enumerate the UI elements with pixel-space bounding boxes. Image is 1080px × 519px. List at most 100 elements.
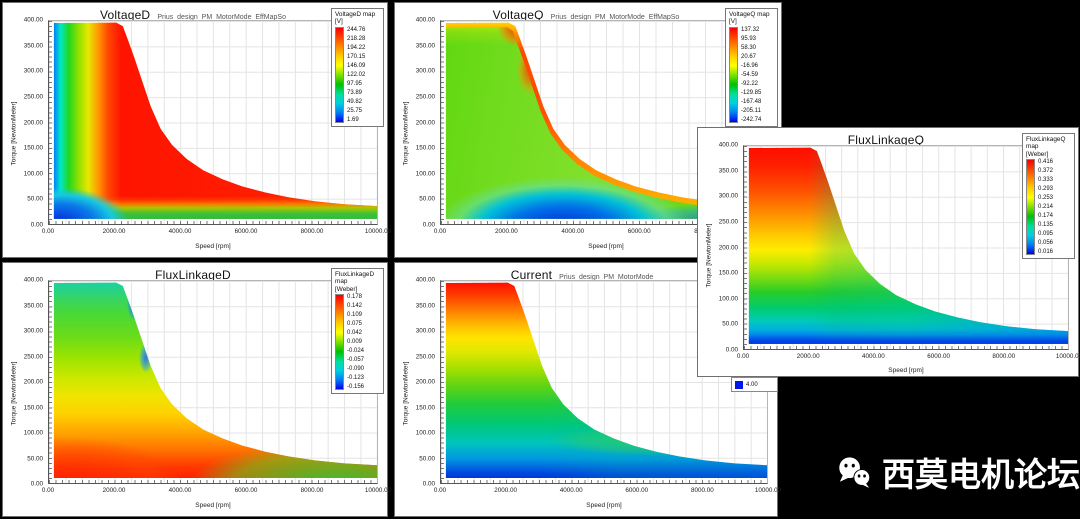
x-tick-label: 6000.00 xyxy=(927,353,950,360)
x-tick-label: 2000.00 xyxy=(102,487,126,494)
legend-value: 0.016 xyxy=(1038,249,1054,256)
x-tick-label: 10000.00 xyxy=(364,487,392,494)
plot-area xyxy=(743,145,1069,350)
legend-value: -0.090 xyxy=(347,366,365,373)
x-tick-label: 8000.00 xyxy=(300,228,324,235)
x-minor-ticks xyxy=(441,221,771,224)
x-tick-label: 4000.00 xyxy=(862,353,885,360)
legend-value: -92.22 xyxy=(741,80,759,87)
legend-value: 0.056 xyxy=(1038,240,1054,247)
y-tick-label: 250.00 xyxy=(415,93,435,101)
legend-value: 0.095 xyxy=(1038,231,1054,238)
plot-subtitle: Prius_design_PM_MotorMode_ xyxy=(559,274,658,281)
x-tick-label: 4000.00 xyxy=(168,487,192,494)
x-tick-labels: 0.00 2000.00 4000.00 6000.00 8000.00 10000.00 xyxy=(42,228,391,237)
legend-unit: [V] xyxy=(335,18,343,26)
y-minor-ticks xyxy=(49,281,52,483)
y-tick-labels: 400.00 350.00 300.00 250.00 200.00 150.00 100.… xyxy=(700,141,741,354)
fluxlinkageq-contour-map xyxy=(748,147,1068,344)
legend-values: 0.416 0.372 0.333 0.293 0.253 0.214 0.174 0.135… xyxy=(1038,159,1072,255)
legend-value: -16.96 xyxy=(741,62,759,69)
plot-title: FluxLinkageQ xyxy=(847,133,925,147)
current-plot-window[interactable]: Current Prius_design_PM_MotorMode_ Torque… xyxy=(394,262,781,517)
colorbar-legend: VoltageD map [V] 244.76 218.28 194.22 170.1… xyxy=(331,8,384,127)
x-tick-label: 4000.00 xyxy=(561,228,585,235)
plot-header: FluxLinkageD xyxy=(39,266,347,284)
legend-title: FluxLinkageQ map xyxy=(1026,136,1066,151)
y-tick-label: 200.00 xyxy=(415,378,435,386)
y-minor-ticks xyxy=(441,281,444,483)
plot-header: VoltageD Prius_design_PM_MotorMode_EffMap… xyxy=(39,6,347,24)
fluxlinkageq-plot-window[interactable]: FluxLinkageQ Torque [NewtonMeter] 400.00… xyxy=(697,127,1080,377)
colorbar xyxy=(335,26,344,123)
current-legend-fragment: 4.00 xyxy=(731,377,778,392)
watermark: 西莫电机论坛 xyxy=(835,440,1080,504)
legend-value: 244.76 xyxy=(347,26,366,33)
colorbar-legend: FluxLinkageQ map [Weber] 0.416 0.372 0.333… xyxy=(1022,133,1075,260)
x-tick-label: 10000.00 xyxy=(364,228,392,235)
legend-value: 170.15 xyxy=(347,53,366,60)
y-tick-label: 50.00 xyxy=(27,195,43,203)
y-tick-label: 350.00 xyxy=(415,302,435,309)
y-tick-label: 150.00 xyxy=(23,404,43,411)
legend-values: 244.76 218.28 194.22 170.15 146.09 122.02 97.9… xyxy=(347,27,381,123)
colorbar-legend: FluxLinkageD map [Weber] 0.178 0.142 0.109… xyxy=(331,268,384,395)
y-tick-labels: 400.00 350.00 300.00 250.00 200.00 150.00 100.… xyxy=(397,277,438,488)
x-tick-label: 6000.00 xyxy=(234,487,258,494)
y-tick-label: 400.00 xyxy=(718,141,738,149)
x-axis-label: Speed [rpm] xyxy=(588,243,624,250)
plot-header: FluxLinkageQ xyxy=(734,131,1038,149)
legend-value: -0.024 xyxy=(347,348,365,355)
legend-values: 0.178 0.142 0.109 0.075 0.042 0.009 -0.024 -0.0… xyxy=(347,294,381,390)
y-tick-label: 0.00 xyxy=(422,480,435,488)
x-tick-label: 0.00 xyxy=(41,228,55,235)
x-tick-label: 8000.00 xyxy=(300,487,324,494)
x-tick-label: 2000.00 xyxy=(494,487,517,494)
wechat-logo-icon xyxy=(839,457,871,488)
legend-value: 0.109 xyxy=(347,312,363,319)
legend-unit: [V] xyxy=(729,18,737,26)
legend-unit: [Weber] xyxy=(1026,150,1049,158)
legend-value: 0.214 xyxy=(1038,204,1054,211)
x-tick-label: 4000.00 xyxy=(168,228,192,235)
voltaged-plot-window[interactable]: VoltageD Prius_design_PM_MotorMode_EffMap… xyxy=(2,2,391,258)
y-tick-label: 350.00 xyxy=(23,42,43,50)
legend-value: 0.293 xyxy=(1038,186,1054,193)
legend-value: 25.75 xyxy=(347,107,363,114)
x-axis-label: Speed [rpm] xyxy=(195,502,231,509)
x-tick-label: 6000.00 xyxy=(234,228,258,235)
legend-value: -54.59 xyxy=(741,71,759,78)
plot-title: FluxLinkageD xyxy=(155,268,231,282)
legend-value: -0.156 xyxy=(347,384,365,391)
legend-unit: [Weber] xyxy=(335,285,358,293)
x-tick-label: 0.00 xyxy=(433,487,447,494)
x-tick-label: 2000.00 xyxy=(102,228,126,235)
x-tick-label: 6000.00 xyxy=(627,228,651,235)
legend-value: 0.253 xyxy=(1038,195,1054,202)
legend-value: -242.74 xyxy=(741,116,762,123)
x-tick-label: 0.00 xyxy=(736,353,750,360)
y-tick-label: 200.00 xyxy=(23,119,43,126)
legend-value: -205.11 xyxy=(741,107,761,114)
y-minor-ticks xyxy=(441,21,444,224)
colorbar xyxy=(335,294,344,391)
x-tick-label: 0.00 xyxy=(433,228,447,235)
y-tick-label: 50.00 xyxy=(419,195,435,203)
y-tick-label: 0.00 xyxy=(30,480,43,488)
y-tick-label: 250.00 xyxy=(23,93,43,101)
y-tick-label: 300.00 xyxy=(718,192,738,200)
legend-value: -129.85 xyxy=(741,89,762,96)
y-tick-label: 300.00 xyxy=(415,327,435,335)
y-tick-label: 300.00 xyxy=(23,67,43,75)
y-tick-label: 50.00 xyxy=(419,455,435,462)
fluxlinkaged-plot-window[interactable]: FluxLinkageD Torque [NewtonMeter] 400.00… xyxy=(2,262,392,517)
y-tick-label: 0.00 xyxy=(422,221,435,229)
y-tick-label: 50.00 xyxy=(722,320,738,328)
legend-value: 95.93 xyxy=(741,35,757,42)
x-tick-labels: 0.00 2000.00 4000.00 6000.00 8000.00 10000.00 xyxy=(434,487,781,496)
x-minor-ticks xyxy=(441,480,767,483)
x-tick-label: 8000.00 xyxy=(992,353,1016,360)
y-tick-labels: 400.00 350.00 300.00 250.00 200.00 150.00 100.… xyxy=(5,17,46,229)
y-tick-labels: 400.00 350.00 300.00 250.00 200.00 150.00 100.… xyxy=(397,17,438,229)
y-tick-label: 300.00 xyxy=(23,327,43,335)
